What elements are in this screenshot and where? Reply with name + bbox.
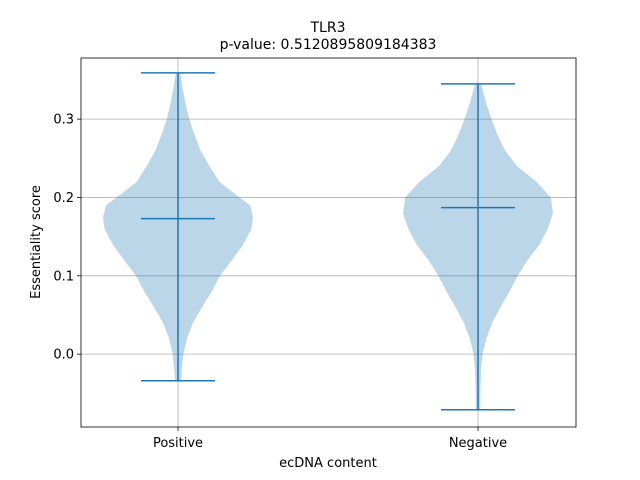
y-tick-label: 0.2 [53, 191, 74, 206]
chart-subtitle: p-value: 0.5120895809184383 [220, 37, 437, 53]
plot-frame [80, 57, 577, 428]
violin-stat-lines [141, 72, 515, 411]
x-axis-label: ecDNA content [279, 456, 377, 471]
x-tick-label: Negative [449, 436, 507, 451]
violin-bodies [103, 72, 553, 410]
y-tick-label: 0.3 [53, 113, 74, 128]
axis-ticks: 0.0 0.1 0.2 0.3 Positive Negative [53, 113, 507, 451]
chart-title: TLR3 [310, 20, 346, 36]
y-axis-label: Essentiality score [29, 185, 44, 299]
x-tick-label: Positive [153, 436, 203, 451]
y-tick-label: 0.0 [53, 348, 74, 363]
y-tick-label: 0.1 [53, 269, 74, 284]
